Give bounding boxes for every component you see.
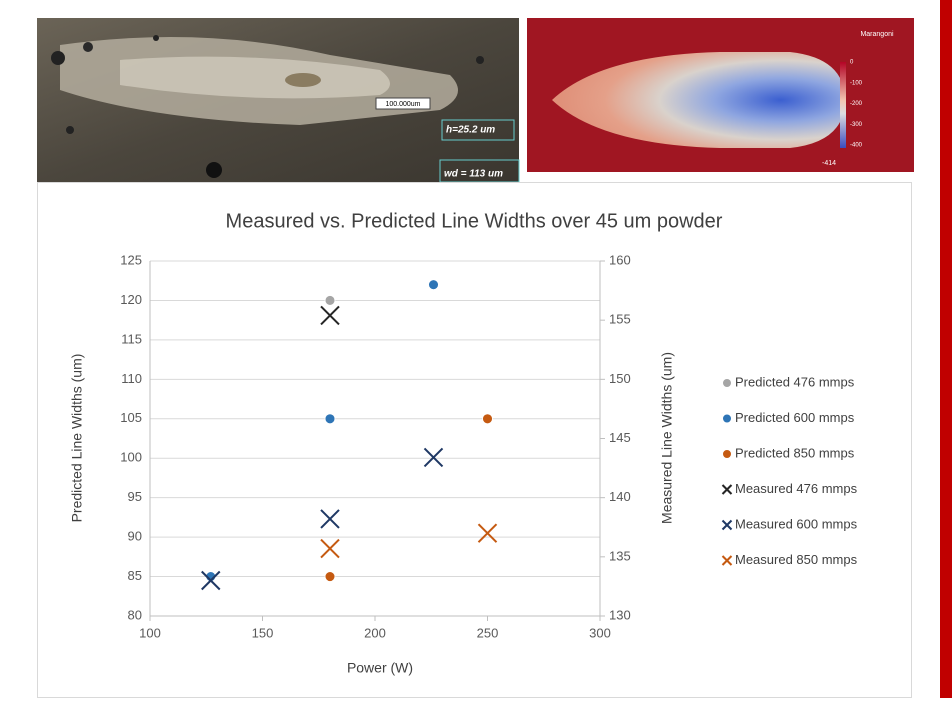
x-marker xyxy=(721,555,733,566)
x-tick-label: 200 xyxy=(364,625,386,640)
x-tick-label: 300 xyxy=(589,625,611,640)
x-stroke xyxy=(320,509,340,529)
x-marker xyxy=(721,519,733,531)
y-tick-label: 105 xyxy=(120,410,142,425)
x-tick-label: 100 xyxy=(139,625,161,640)
x-stroke xyxy=(721,555,733,566)
legend-label: Predicted 476 mmps xyxy=(735,374,855,389)
x-stroke xyxy=(721,519,733,531)
y-tick-label: 80 xyxy=(128,607,142,622)
y2-tick-label: 150 xyxy=(609,371,631,386)
colorbar-tick-label: 0 xyxy=(850,60,854,66)
chart-title: Measured vs. Predicted Line Widths over … xyxy=(226,210,723,232)
x-marker xyxy=(721,484,733,495)
chart-area xyxy=(37,182,912,698)
legend-label: Predicted 600 mmps xyxy=(735,410,855,425)
y2-tick-label: 135 xyxy=(609,548,631,563)
point xyxy=(324,413,336,425)
x-stroke xyxy=(721,484,733,495)
y2-tick-label: 130 xyxy=(609,607,631,622)
x-stroke xyxy=(320,305,340,326)
point xyxy=(324,571,336,582)
legend-label: Measured 476 mmps xyxy=(735,481,858,496)
x-marker xyxy=(477,523,498,543)
x-marker xyxy=(320,538,340,559)
x-axis-title: Power (W) xyxy=(347,660,413,676)
x-marker xyxy=(320,305,340,326)
colorbar-tick-label: -400 xyxy=(850,143,863,149)
colorbar-title: Marangoni xyxy=(860,31,894,38)
point xyxy=(324,295,336,306)
y-axis-title: Predicted Line Widths (um) xyxy=(69,354,85,523)
x-stroke xyxy=(201,570,221,591)
x-marker xyxy=(423,447,444,468)
y2-tick-label: 140 xyxy=(609,489,631,504)
scale-label: 100.000um xyxy=(385,101,420,108)
colorbar-tick-label: -100 xyxy=(850,80,863,86)
y2-tick-label: 155 xyxy=(609,312,631,327)
simulation: Marangoni 0 -100 -200 -300 -400 -414 xyxy=(527,18,914,172)
legend-label: Measured 850 mmps xyxy=(735,552,858,567)
height-label: h=25.2 um xyxy=(446,125,495,136)
y2-tick-label: 145 xyxy=(609,430,631,445)
micrograph: 100.000um h=25.2 um wd = 113 um xyxy=(37,18,520,183)
point xyxy=(428,279,439,291)
y-tick-label: 115 xyxy=(121,331,142,346)
x-marker xyxy=(320,509,340,529)
x-tick-label: 150 xyxy=(252,625,274,640)
y-tick-label: 95 xyxy=(128,489,142,504)
point xyxy=(482,413,493,425)
y-tick-label: 110 xyxy=(121,371,142,386)
point xyxy=(722,413,732,424)
y-tick-label: 125 xyxy=(120,252,142,267)
legend-label: Measured 600 mmps xyxy=(735,516,858,531)
colorbar-min: -414 xyxy=(822,160,836,167)
y-tick-label: 85 xyxy=(128,568,142,583)
colorbar-tick-label: -200 xyxy=(850,101,863,107)
x-tick-label: 250 xyxy=(477,625,499,640)
y-tick-label: 100 xyxy=(120,450,142,465)
legend-label: Predicted 850 mmps xyxy=(735,445,855,460)
y-tick-label: 90 xyxy=(128,529,142,544)
point xyxy=(722,449,732,459)
accent-bar xyxy=(940,0,952,698)
y-tick-label: 120 xyxy=(120,292,142,307)
x-stroke xyxy=(477,523,498,543)
y2-axis-title: Measured Line Widths (um) xyxy=(659,352,675,524)
x-stroke xyxy=(423,447,444,468)
x-marker xyxy=(201,570,221,591)
point xyxy=(722,378,732,388)
width-label: wd = 113 um xyxy=(444,169,503,180)
y2-tick-label: 160 xyxy=(609,252,631,267)
x-stroke xyxy=(320,538,340,559)
colorbar-tick-label: -300 xyxy=(850,122,863,128)
